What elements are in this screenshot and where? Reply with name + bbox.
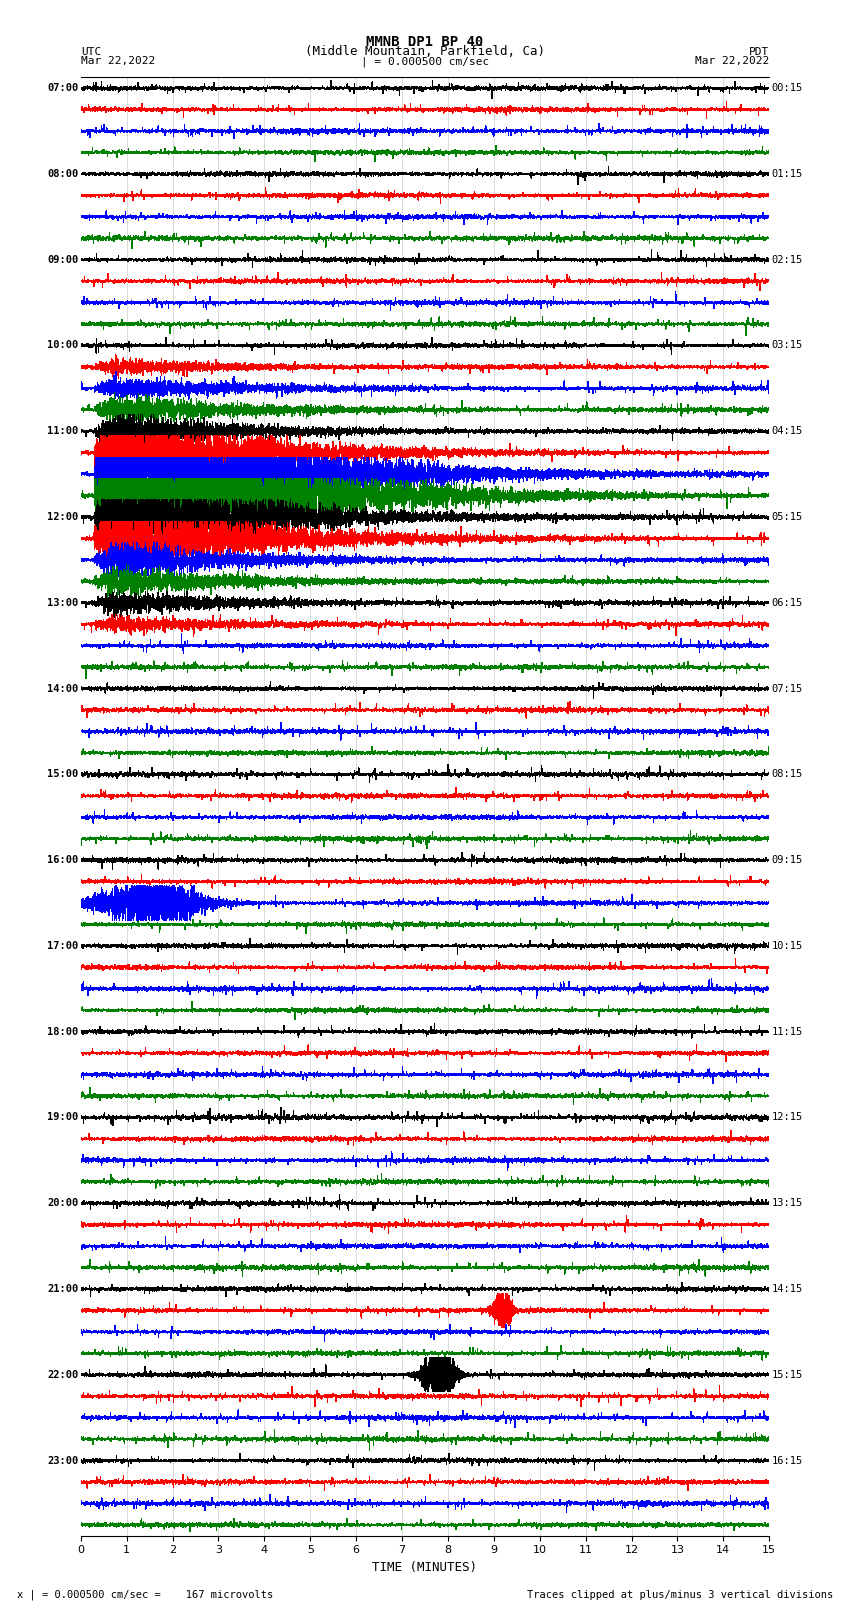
- Text: 02:15: 02:15: [771, 255, 802, 265]
- Text: 10:00: 10:00: [48, 340, 79, 350]
- Text: PDT: PDT: [749, 47, 769, 56]
- Text: 20:00: 20:00: [48, 1198, 79, 1208]
- Text: 16:00: 16:00: [48, 855, 79, 865]
- Text: 12:00: 12:00: [48, 511, 79, 523]
- Text: | = 0.000500 cm/sec: | = 0.000500 cm/sec: [361, 56, 489, 68]
- Text: 09:00: 09:00: [48, 255, 79, 265]
- Text: 06:15: 06:15: [771, 598, 802, 608]
- Text: 05:15: 05:15: [771, 511, 802, 523]
- Text: 15:00: 15:00: [48, 769, 79, 779]
- Text: 14:15: 14:15: [771, 1284, 802, 1294]
- Text: 03:15: 03:15: [771, 340, 802, 350]
- Text: x | = 0.000500 cm/sec =    167 microvolts: x | = 0.000500 cm/sec = 167 microvolts: [17, 1589, 273, 1600]
- Text: Mar 22,2022: Mar 22,2022: [81, 56, 155, 66]
- X-axis label: TIME (MINUTES): TIME (MINUTES): [372, 1561, 478, 1574]
- Text: 08:00: 08:00: [48, 169, 79, 179]
- Text: 16:15: 16:15: [771, 1455, 802, 1466]
- Text: (Middle Mountain, Parkfield, Ca): (Middle Mountain, Parkfield, Ca): [305, 45, 545, 58]
- Text: 10:15: 10:15: [771, 940, 802, 952]
- Text: 11:00: 11:00: [48, 426, 79, 436]
- Text: 07:00: 07:00: [48, 84, 79, 94]
- Text: 00:15: 00:15: [771, 84, 802, 94]
- Text: 23:00: 23:00: [48, 1455, 79, 1466]
- Text: 21:00: 21:00: [48, 1284, 79, 1294]
- Text: 01:15: 01:15: [771, 169, 802, 179]
- Text: 04:15: 04:15: [771, 426, 802, 436]
- Text: Traces clipped at plus/minus 3 vertical divisions: Traces clipped at plus/minus 3 vertical …: [527, 1590, 833, 1600]
- Text: 22:00: 22:00: [48, 1369, 79, 1379]
- Text: 17:00: 17:00: [48, 940, 79, 952]
- Text: 15:15: 15:15: [771, 1369, 802, 1379]
- Text: 13:15: 13:15: [771, 1198, 802, 1208]
- Text: 08:15: 08:15: [771, 769, 802, 779]
- Text: 14:00: 14:00: [48, 684, 79, 694]
- Text: 19:00: 19:00: [48, 1113, 79, 1123]
- Text: 12:15: 12:15: [771, 1113, 802, 1123]
- Text: 09:15: 09:15: [771, 855, 802, 865]
- Text: 07:15: 07:15: [771, 684, 802, 694]
- Text: 11:15: 11:15: [771, 1026, 802, 1037]
- Text: 18:00: 18:00: [48, 1026, 79, 1037]
- Text: UTC: UTC: [81, 47, 101, 56]
- Text: 13:00: 13:00: [48, 598, 79, 608]
- Text: MMNB DP1 BP 40: MMNB DP1 BP 40: [366, 35, 484, 48]
- Text: Mar 22,2022: Mar 22,2022: [695, 56, 769, 66]
